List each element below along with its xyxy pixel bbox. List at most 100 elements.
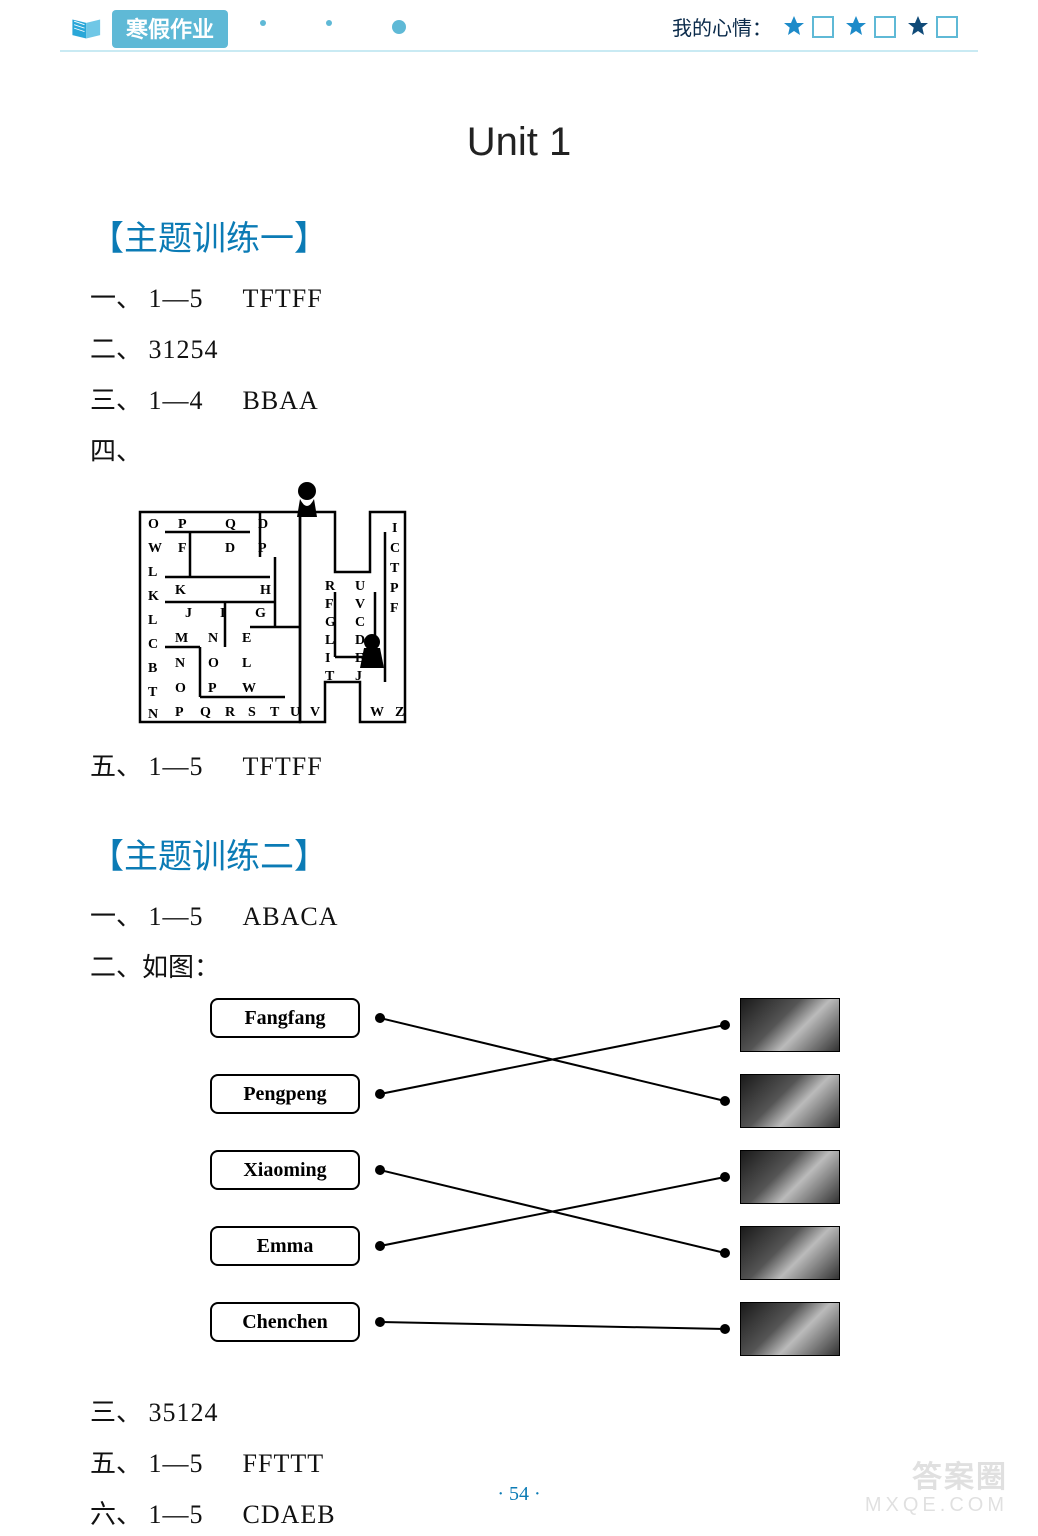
answer-range: 1—5	[149, 752, 204, 781]
answer-range: 1—5	[149, 902, 204, 931]
svg-text:P: P	[175, 705, 184, 720]
svg-text:E: E	[242, 631, 251, 646]
svg-text:T: T	[325, 669, 335, 684]
mood-item	[906, 15, 958, 39]
svg-text:M: M	[175, 631, 188, 646]
svg-text:U: U	[355, 579, 365, 594]
answer-value: 31254	[149, 335, 219, 364]
answer-row: 一、 1—5 ABACA	[90, 896, 1038, 933]
watermark-top: 答案圈	[865, 1461, 1008, 1494]
answer-index: 一、	[90, 284, 142, 313]
svg-text:K: K	[175, 583, 186, 598]
svg-text:L: L	[242, 656, 251, 671]
svg-text:Z: Z	[395, 705, 404, 720]
answer-index: 二、	[90, 335, 142, 364]
star-icon	[782, 15, 806, 39]
answer-range: 1—4	[149, 386, 204, 415]
section-title: 【主题训练一】	[90, 211, 1038, 260]
svg-text:T: T	[390, 561, 400, 576]
answer-value: TFTFF	[243, 752, 323, 781]
mood-checkbox[interactable]	[874, 16, 896, 38]
svg-text:O: O	[175, 681, 186, 696]
answer-row: 三、 35124	[90, 1392, 1038, 1429]
dot-icon	[375, 1165, 385, 1175]
svg-text:D: D	[225, 541, 235, 556]
svg-text:O: O	[208, 656, 219, 671]
svg-text:W: W	[370, 705, 384, 720]
svg-text:P: P	[390, 581, 399, 596]
match-image	[740, 1226, 840, 1280]
answer-value: FFTTT	[243, 1449, 325, 1478]
svg-text:H: H	[260, 583, 271, 598]
svg-text:V: V	[310, 705, 320, 720]
match-image	[740, 998, 840, 1052]
answer-row: 二、如图：	[90, 947, 1038, 984]
svg-text:F: F	[325, 597, 334, 612]
svg-text:L: L	[148, 565, 157, 580]
match-name-box: Chenchen	[210, 1302, 360, 1342]
dot-icon	[392, 20, 406, 34]
svg-text:P: P	[258, 541, 267, 556]
header-underline	[60, 50, 978, 52]
match-name-box: Emma	[210, 1226, 360, 1266]
dot-icon	[720, 1324, 730, 1334]
svg-text:B: B	[148, 661, 157, 676]
star-icon	[844, 15, 868, 39]
mood-item	[844, 15, 896, 39]
answer-range: 1—5	[149, 1449, 204, 1478]
svg-text:W: W	[148, 541, 162, 556]
svg-text:R: R	[225, 705, 236, 720]
svg-text:C: C	[390, 541, 400, 556]
svg-text:N: N	[208, 631, 218, 646]
section-title: 【主题训练二】	[90, 829, 1038, 878]
svg-text:V: V	[355, 597, 365, 612]
svg-text:P: P	[208, 681, 217, 696]
maze-figure: OWL KLC BTN PQD FDP KH JIG MNE NOL OPW P…	[130, 482, 430, 732]
star-icon	[906, 15, 930, 39]
svg-text:F: F	[178, 541, 187, 556]
svg-text:W: W	[242, 681, 256, 696]
svg-text:N: N	[148, 707, 158, 722]
dot-icon	[375, 1089, 385, 1099]
answer-index: 三、	[90, 386, 142, 415]
svg-text:F: F	[390, 601, 399, 616]
header-badge: 寒假作业	[70, 10, 228, 48]
svg-text:I: I	[392, 521, 397, 536]
answer-value: ABACA	[243, 902, 339, 931]
svg-text:C: C	[148, 637, 158, 652]
answer-row: 五、 1—5 TFTFF	[90, 746, 1038, 783]
match-name-box: Xiaoming	[210, 1150, 360, 1190]
header: 寒假作业 我的心情：	[0, 0, 1038, 60]
mood-checkbox[interactable]	[936, 16, 958, 38]
svg-text:L: L	[325, 633, 334, 648]
svg-text:Q: Q	[225, 517, 236, 532]
answer-range: 1—5	[149, 284, 204, 313]
dot-icon	[375, 1013, 385, 1023]
dot-icon	[326, 20, 332, 26]
svg-text:Q: Q	[200, 705, 211, 720]
answer-index: 五、	[90, 752, 142, 781]
mood-checkbox[interactable]	[812, 16, 834, 38]
svg-text:U: U	[290, 705, 300, 720]
mood-item	[782, 15, 834, 39]
page: 寒假作业 我的心情： Unit 1 【主题训练一】	[0, 0, 1038, 1536]
answer-value: TFTFF	[243, 284, 323, 313]
svg-text:J: J	[185, 606, 192, 621]
svg-text:I: I	[220, 606, 225, 621]
svg-text:T: T	[270, 705, 280, 720]
answer-row: 三、 1—4 BBAA	[90, 380, 1038, 417]
match-name-box: Pengpeng	[210, 1074, 360, 1114]
mood-label: 我的心情：	[672, 12, 772, 41]
svg-text:L: L	[148, 613, 157, 628]
match-name-box: Fangfang	[210, 998, 360, 1038]
answer-value: BBAA	[243, 386, 319, 415]
answer-index: 五、	[90, 1449, 142, 1478]
watermark: 答案圈 MXQE.COM	[865, 1461, 1008, 1516]
dot-icon	[720, 1172, 730, 1182]
svg-text:K: K	[148, 589, 159, 604]
svg-text:R: R	[325, 579, 336, 594]
svg-text:P: P	[178, 517, 187, 532]
match-image	[740, 1074, 840, 1128]
svg-text:D: D	[258, 517, 268, 532]
dot-icon	[375, 1241, 385, 1251]
